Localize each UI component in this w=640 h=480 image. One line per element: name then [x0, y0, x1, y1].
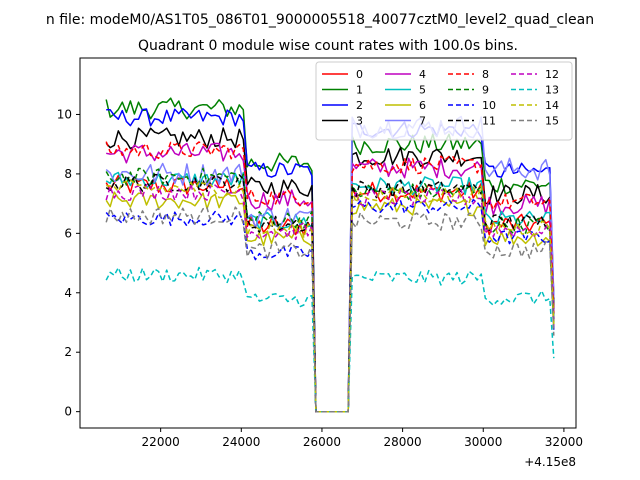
y-tick-label: 0	[64, 405, 72, 419]
series-line-9	[105, 167, 555, 413]
series-line-15	[105, 206, 555, 413]
x-tick-label: 22000	[142, 435, 180, 449]
series-line-8	[105, 141, 555, 413]
legend-label-6: 6	[419, 99, 426, 112]
y-tick-label: 4	[64, 286, 72, 300]
series-line-12	[105, 183, 555, 413]
x-axis: 22000 24000 26000 28000 30000 32000	[142, 428, 583, 449]
y-tick-label: 10	[57, 107, 72, 121]
y-tick-label: 6	[64, 226, 72, 240]
x-tick-label: 26000	[303, 435, 341, 449]
legend-label-15: 15	[545, 115, 559, 128]
plot-frame	[79, 57, 577, 429]
chart-suptitle: n file: modeM0/AS1T05_086T01_9000005518_…	[46, 12, 594, 28]
legend-label-4: 4	[419, 68, 426, 81]
series-line-2	[106, 107, 555, 413]
legend-label-5: 5	[419, 84, 426, 97]
y-tick-label: 2	[64, 345, 72, 359]
series-line-7	[105, 115, 555, 413]
legend-label-2: 2	[356, 99, 363, 112]
legend-label-0: 0	[356, 68, 363, 81]
series-line-14	[106, 179, 555, 413]
series-line-1	[105, 97, 555, 413]
legend-label-1: 1	[356, 84, 363, 97]
x-tick-label: 24000	[222, 435, 260, 449]
legend-box	[315, 61, 573, 141]
legend-label-8: 8	[482, 68, 489, 81]
chart-title: Quadrant 0 module wise count rates with …	[138, 38, 518, 54]
x-offset-label: +4.15e8	[524, 455, 576, 469]
y-axis: 0 2 4 6 8 10	[57, 107, 80, 419]
legend-label-12: 12	[545, 68, 559, 81]
legend-label-9: 9	[482, 84, 489, 97]
series-layer	[105, 97, 555, 413]
legend-label-10: 10	[482, 99, 496, 112]
legend-label-11: 11	[482, 115, 496, 128]
x-tick-label: 28000	[384, 435, 422, 449]
series-line-13	[105, 266, 555, 413]
legend-label-14: 14	[545, 99, 559, 112]
legend-label-3: 3	[356, 115, 363, 128]
x-tick-label: 32000	[545, 435, 583, 449]
legend-label-13: 13	[545, 84, 559, 97]
y-tick-label: 8	[64, 167, 72, 181]
x-tick-label: 30000	[464, 435, 502, 449]
legend-label-7: 7	[419, 115, 426, 128]
